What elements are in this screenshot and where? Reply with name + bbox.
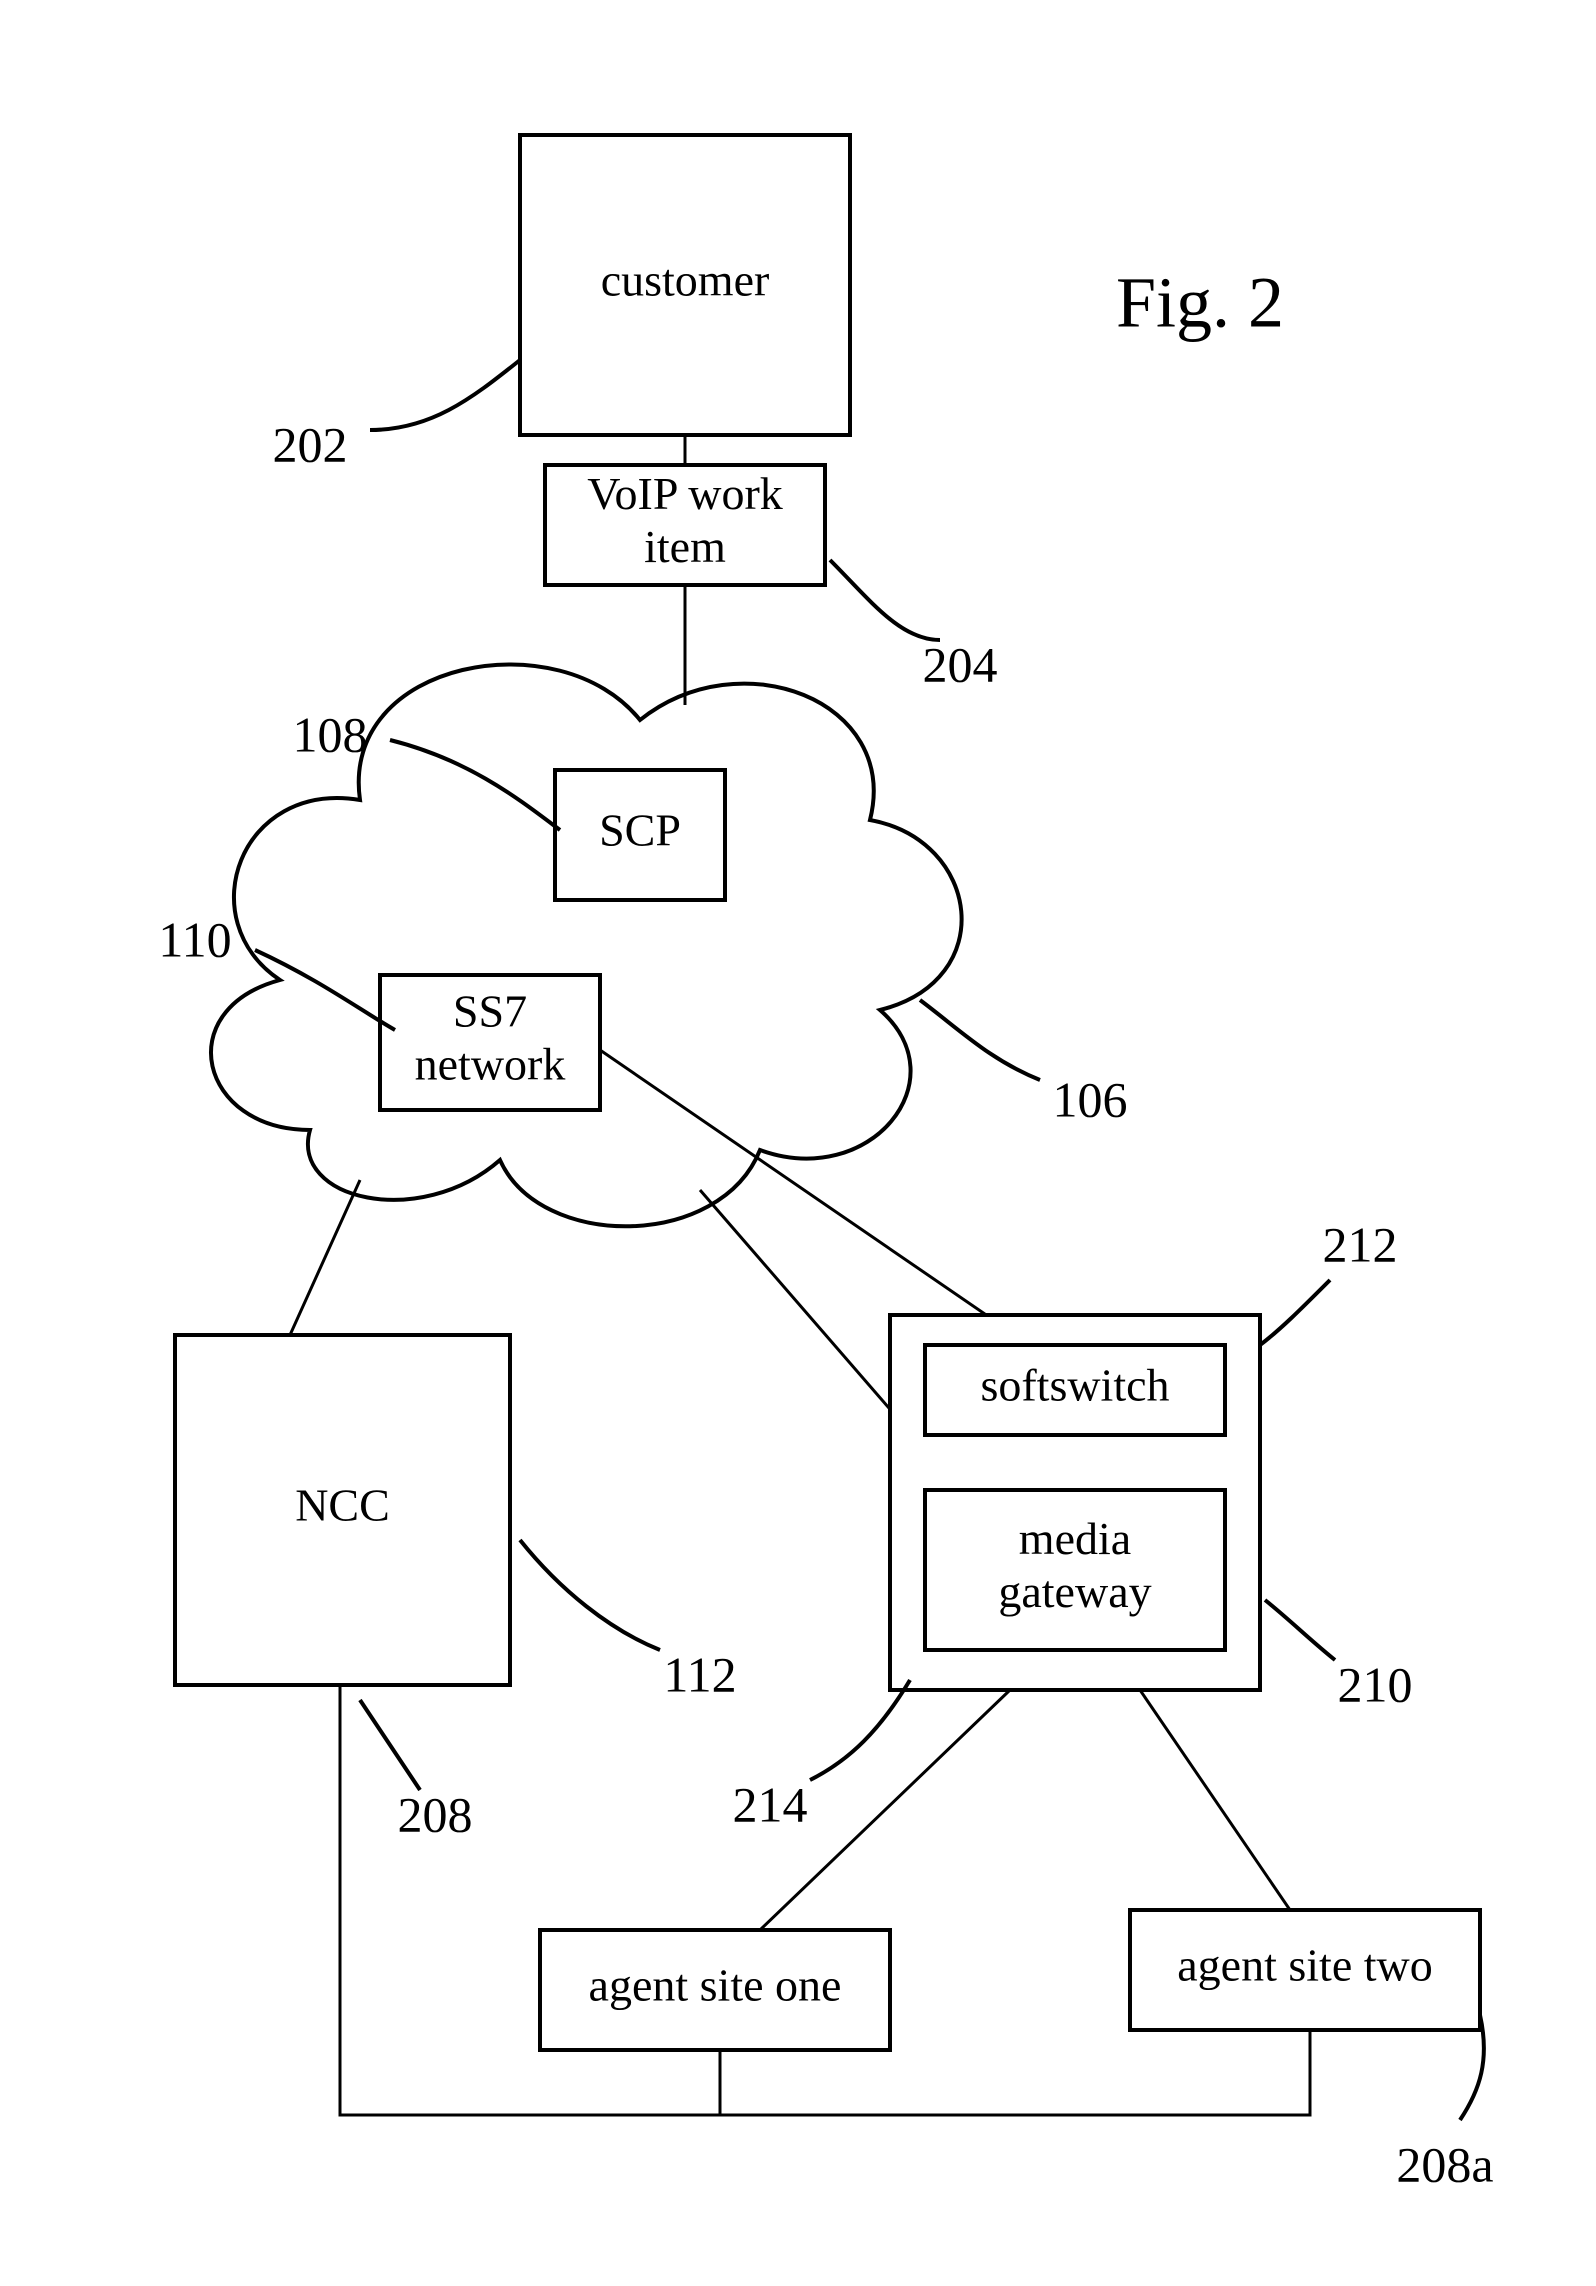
media_gateway-label: gateway: [998, 1566, 1151, 1617]
softswitch-label: softswitch: [980, 1360, 1169, 1411]
refnum-212: 212: [1323, 1216, 1398, 1272]
ncc-label: NCC: [295, 1480, 390, 1531]
ss7-label: SS7: [453, 986, 527, 1037]
ss7-label: network: [415, 1039, 566, 1090]
customer-label: customer: [601, 255, 770, 306]
agent1-label: agent site one: [589, 1960, 842, 2011]
refnum-112: 112: [663, 1646, 736, 1702]
agent2-label: agent site two: [1177, 1940, 1433, 1991]
voip-label: item: [644, 521, 726, 572]
refnum-214: 214: [733, 1776, 808, 1832]
refnum-106: 106: [1053, 1071, 1128, 1127]
media_gateway-label: media: [1019, 1513, 1131, 1564]
refnum-204: 204: [923, 636, 998, 692]
refnum-208a: 208a: [1396, 2136, 1493, 2192]
refnum-110: 110: [158, 911, 231, 967]
voip-label: VoIP work: [587, 468, 783, 519]
refnum-210: 210: [1338, 1656, 1413, 1712]
refnum-202: 202: [273, 416, 348, 472]
refnum-208: 208: [398, 1786, 473, 1842]
scp-label: SCP: [599, 805, 681, 856]
refnum-108: 108: [293, 706, 368, 762]
figure-title: Fig. 2: [1116, 263, 1284, 343]
